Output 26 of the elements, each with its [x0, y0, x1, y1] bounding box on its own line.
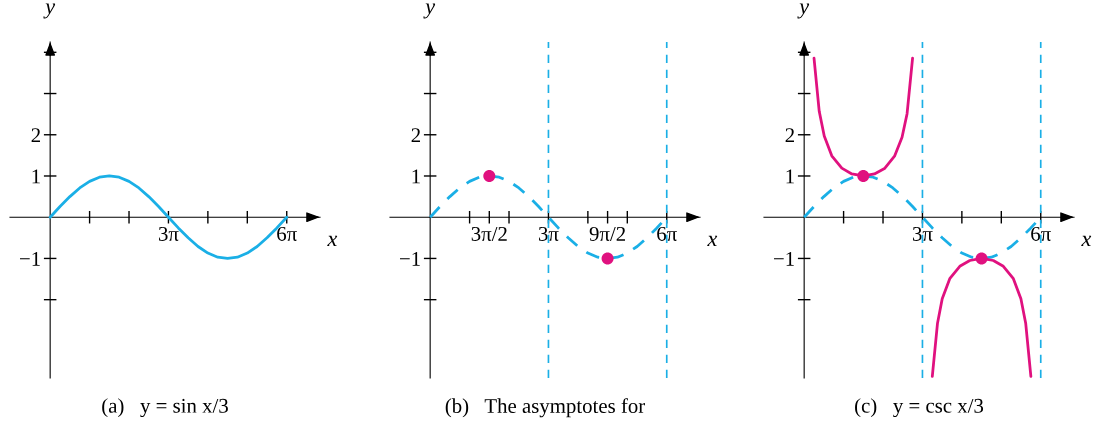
y-axis-title: y — [423, 3, 436, 19]
x-axis-title: x — [707, 235, 718, 247]
x-axis-title: x — [1081, 235, 1092, 247]
x-tick-label: 3π — [912, 226, 933, 241]
x-axis-title: x — [327, 235, 338, 247]
y-tick-label: 1 — [412, 169, 420, 184]
x-tick-label: 3π — [538, 226, 559, 241]
text: (a) y = sin x/3 — [102, 398, 228, 418]
y-tick-label: −1 — [774, 251, 794, 266]
y-axis-title: y — [43, 3, 56, 19]
x-tick-label: 9π/2 — [589, 226, 626, 241]
text: (c) y = csc x/3 — [855, 398, 984, 418]
y-axis-title: y — [797, 3, 810, 19]
y-tick-label: 1 — [786, 169, 794, 184]
x-tick-label: 6π — [277, 226, 297, 241]
y-tick-label: 2 — [785, 128, 794, 142]
text: (b) The asymptotes for — [445, 398, 646, 418]
y-tick-label: −1 — [20, 251, 40, 266]
y-tick-label: 2 — [411, 128, 420, 142]
y-tick-label: 2 — [31, 128, 40, 142]
x-tick-label: 3π — [158, 226, 179, 241]
x-tick-label: 6π — [657, 226, 677, 241]
x-tick-label: 6π — [1031, 226, 1051, 241]
x-tick-label: 3π/2 — [471, 226, 507, 241]
y-tick-label: 1 — [32, 169, 40, 184]
y-tick-label: −1 — [400, 251, 420, 266]
